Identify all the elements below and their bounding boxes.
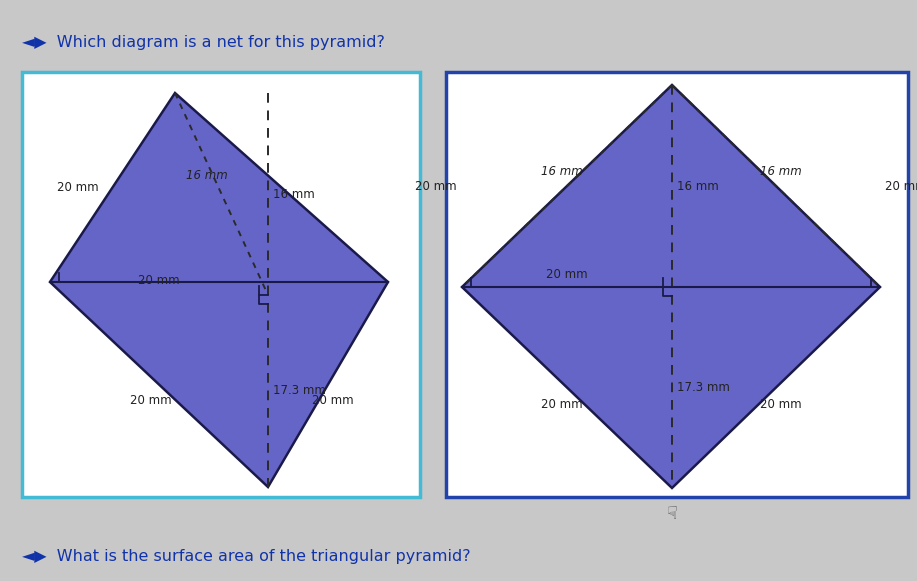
- Text: 20 mm: 20 mm: [415, 180, 457, 192]
- Text: 16 mm: 16 mm: [677, 180, 719, 192]
- Polygon shape: [50, 93, 388, 487]
- Text: 16 mm: 16 mm: [541, 165, 583, 178]
- Polygon shape: [462, 85, 880, 488]
- Text: 20 mm: 20 mm: [541, 397, 583, 411]
- Text: 20 mm: 20 mm: [760, 397, 801, 411]
- FancyBboxPatch shape: [22, 72, 420, 497]
- Text: 20 mm: 20 mm: [130, 394, 171, 407]
- Text: ◄▶  Which diagram is a net for this pyramid?: ◄▶ Which diagram is a net for this pyram…: [22, 34, 385, 49]
- Text: 17.3 mm: 17.3 mm: [273, 385, 326, 397]
- Text: 16 mm: 16 mm: [760, 165, 801, 178]
- Text: 20 mm: 20 mm: [312, 394, 354, 407]
- Text: 20 mm: 20 mm: [885, 180, 917, 192]
- Text: 20 mm: 20 mm: [57, 181, 98, 194]
- Text: 20 mm: 20 mm: [138, 274, 180, 287]
- Text: 17.3 mm: 17.3 mm: [677, 381, 730, 394]
- Text: ☟: ☟: [667, 505, 678, 523]
- Text: ◄▶  What is the surface area of the triangular pyramid?: ◄▶ What is the surface area of the trian…: [22, 548, 470, 564]
- Text: 20 mm: 20 mm: [547, 268, 588, 281]
- FancyBboxPatch shape: [446, 72, 908, 497]
- Text: 16 mm: 16 mm: [273, 188, 315, 200]
- Text: 16 mm: 16 mm: [185, 169, 227, 182]
